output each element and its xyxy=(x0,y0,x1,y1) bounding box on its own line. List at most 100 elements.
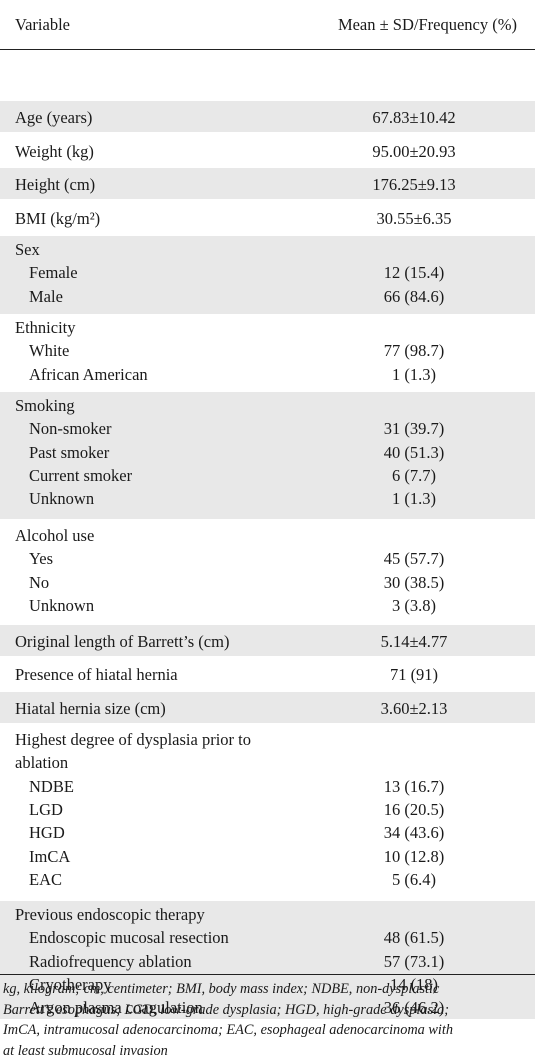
table-line: Age (years) 67.83±10.42 xyxy=(0,107,535,129)
row-label: Original length of Barrett’s (cm) xyxy=(15,631,229,653)
row-label: Radiofrequency ablation xyxy=(29,951,192,973)
table-header: Variable Mean ± SD/Frequency (%) xyxy=(0,0,535,50)
row-label: White xyxy=(29,340,69,362)
row-label: Hiatal hernia size (cm) xyxy=(15,698,166,720)
header-mean-sd-frequency: Mean ± SD/Frequency (%) xyxy=(338,15,520,35)
row-label: NDBE xyxy=(29,776,74,798)
footnote-line: Barrett’s esophagus; LGD, low-grade dysp… xyxy=(3,1000,531,1021)
row-label: Male xyxy=(29,286,63,308)
row-label: LGD xyxy=(29,799,63,821)
row-value: 10 (12.8) xyxy=(384,846,445,868)
row-value: 71 (91) xyxy=(390,664,438,686)
row-value: 77 (98.7) xyxy=(384,340,445,362)
row-label: Age (years) xyxy=(15,107,92,129)
row-label: Smoking xyxy=(15,395,75,417)
row-label: EAC xyxy=(29,869,62,891)
row-label: Endoscopic mucosal resection xyxy=(29,927,229,949)
row-value: 34 (43.6) xyxy=(384,822,445,844)
row-value: 66 (84.6) xyxy=(384,286,445,308)
row-value: 12 (15.4) xyxy=(384,262,445,284)
row-value: 30.55±6.35 xyxy=(376,208,451,230)
row-label: No xyxy=(29,572,49,594)
table-line: Endoscopic mucosal resection 48 (61.5) xyxy=(0,927,535,949)
table-line: LGD 16 (20.5) xyxy=(0,799,535,821)
table-line: Highest degree of dysplasia prior to xyxy=(0,729,535,751)
table-line: Height (cm) 176.25±9.13 xyxy=(0,174,535,196)
footnote-line: ImCA, intramucosal adenocarcinoma; EAC, … xyxy=(3,1020,531,1041)
row-value: 5.14±4.77 xyxy=(381,631,448,653)
row-value: 57 (73.1) xyxy=(384,951,445,973)
row-label: Previous endoscopic therapy xyxy=(15,904,205,926)
table-line: Non-smoker 31 (39.7) xyxy=(0,418,535,440)
header-variable: Variable xyxy=(15,15,70,35)
row-value: 3.60±2.13 xyxy=(381,698,448,720)
row-label: Ethnicity xyxy=(15,317,76,339)
row-value: 31 (39.7) xyxy=(384,418,445,440)
table-line: Male 66 (84.6) xyxy=(0,286,535,308)
table-line: Previous endoscopic therapy xyxy=(0,904,535,926)
row-value: 67.83±10.42 xyxy=(372,107,455,129)
table-line: Presence of hiatal hernia 71 (91) xyxy=(0,664,535,686)
row-value: 30 (38.5) xyxy=(384,572,445,594)
table-line: Past smoker 40 (51.3) xyxy=(0,442,535,464)
row-label: Sex xyxy=(15,239,40,261)
table-row: Presence of hiatal hernia 71 (91) xyxy=(0,658,535,691)
footnote-line: at least submucosal invasion xyxy=(3,1041,531,1061)
row-value: 6 (7.7) xyxy=(392,465,436,487)
row-label: Unknown xyxy=(29,488,94,510)
row-value: 40 (51.3) xyxy=(384,442,445,464)
row-label: Non-smoker xyxy=(29,418,111,440)
table-line: Original length of Barrett’s (cm) 5.14±4.… xyxy=(0,631,535,653)
table-line: Alcohol use xyxy=(0,525,535,547)
table-line: Sex xyxy=(0,239,535,261)
table-row: Height (cm) 176.25±9.13 xyxy=(0,168,535,201)
table-line: Smoking xyxy=(0,395,535,417)
row-label: Height (cm) xyxy=(15,174,95,196)
row-value: 1 (1.3) xyxy=(392,364,436,386)
row-label: Highest degree of dysplasia prior to xyxy=(15,729,251,751)
row-label: BMI (kg/m²) xyxy=(15,208,100,230)
table-line: White 77 (98.7) xyxy=(0,340,535,362)
row-value: 5 (6.4) xyxy=(392,869,436,891)
row-value: 95.00±20.93 xyxy=(372,141,455,163)
row-label: African American xyxy=(29,364,148,386)
row-value: 16 (20.5) xyxy=(384,799,445,821)
table-line: African American 1 (1.3) xyxy=(0,364,535,386)
table-line: BMI (kg/m²) 30.55±6.35 xyxy=(0,208,535,230)
table-row: Original length of Barrett’s (cm) 5.14±4.… xyxy=(0,625,535,658)
row-value: 3 (3.8) xyxy=(392,595,436,617)
table-row: Weight (kg) 95.00±20.93 xyxy=(0,135,535,168)
table-footnote: kg, kilogram; cm, centimeter; BMI, body … xyxy=(0,974,535,1061)
table-line: Ethnicity xyxy=(0,317,535,339)
row-value: 48 (61.5) xyxy=(384,927,445,949)
row-label: Current smoker xyxy=(29,465,132,487)
footnote-line: kg, kilogram; cm, centimeter; BMI, body … xyxy=(3,979,531,1000)
table-line: Unknown 1 (1.3) xyxy=(0,488,535,510)
table-row: Age (years) 67.83±10.42 xyxy=(0,101,535,134)
row-value: 1 (1.3) xyxy=(392,488,436,510)
table-row: BMI (kg/m²) 30.55±6.35 xyxy=(0,202,535,235)
table-line: EAC 5 (6.4) xyxy=(0,869,535,891)
row-label: ablation xyxy=(15,752,68,774)
row-label: Weight (kg) xyxy=(15,141,94,163)
row-label: Alcohol use xyxy=(15,525,94,547)
row-label: Yes xyxy=(29,548,53,570)
table-row: Hiatal hernia size (cm) 3.60±2.13 xyxy=(0,692,535,725)
table-line: Radiofrequency ablation 57 (73.1) xyxy=(0,951,535,973)
row-label: Past smoker xyxy=(29,442,109,464)
row-value: 176.25±9.13 xyxy=(372,174,455,196)
row-label: Presence of hiatal hernia xyxy=(15,664,178,686)
table-line: Weight (kg) 95.00±20.93 xyxy=(0,141,535,163)
table-line: No 30 (38.5) xyxy=(0,572,535,594)
